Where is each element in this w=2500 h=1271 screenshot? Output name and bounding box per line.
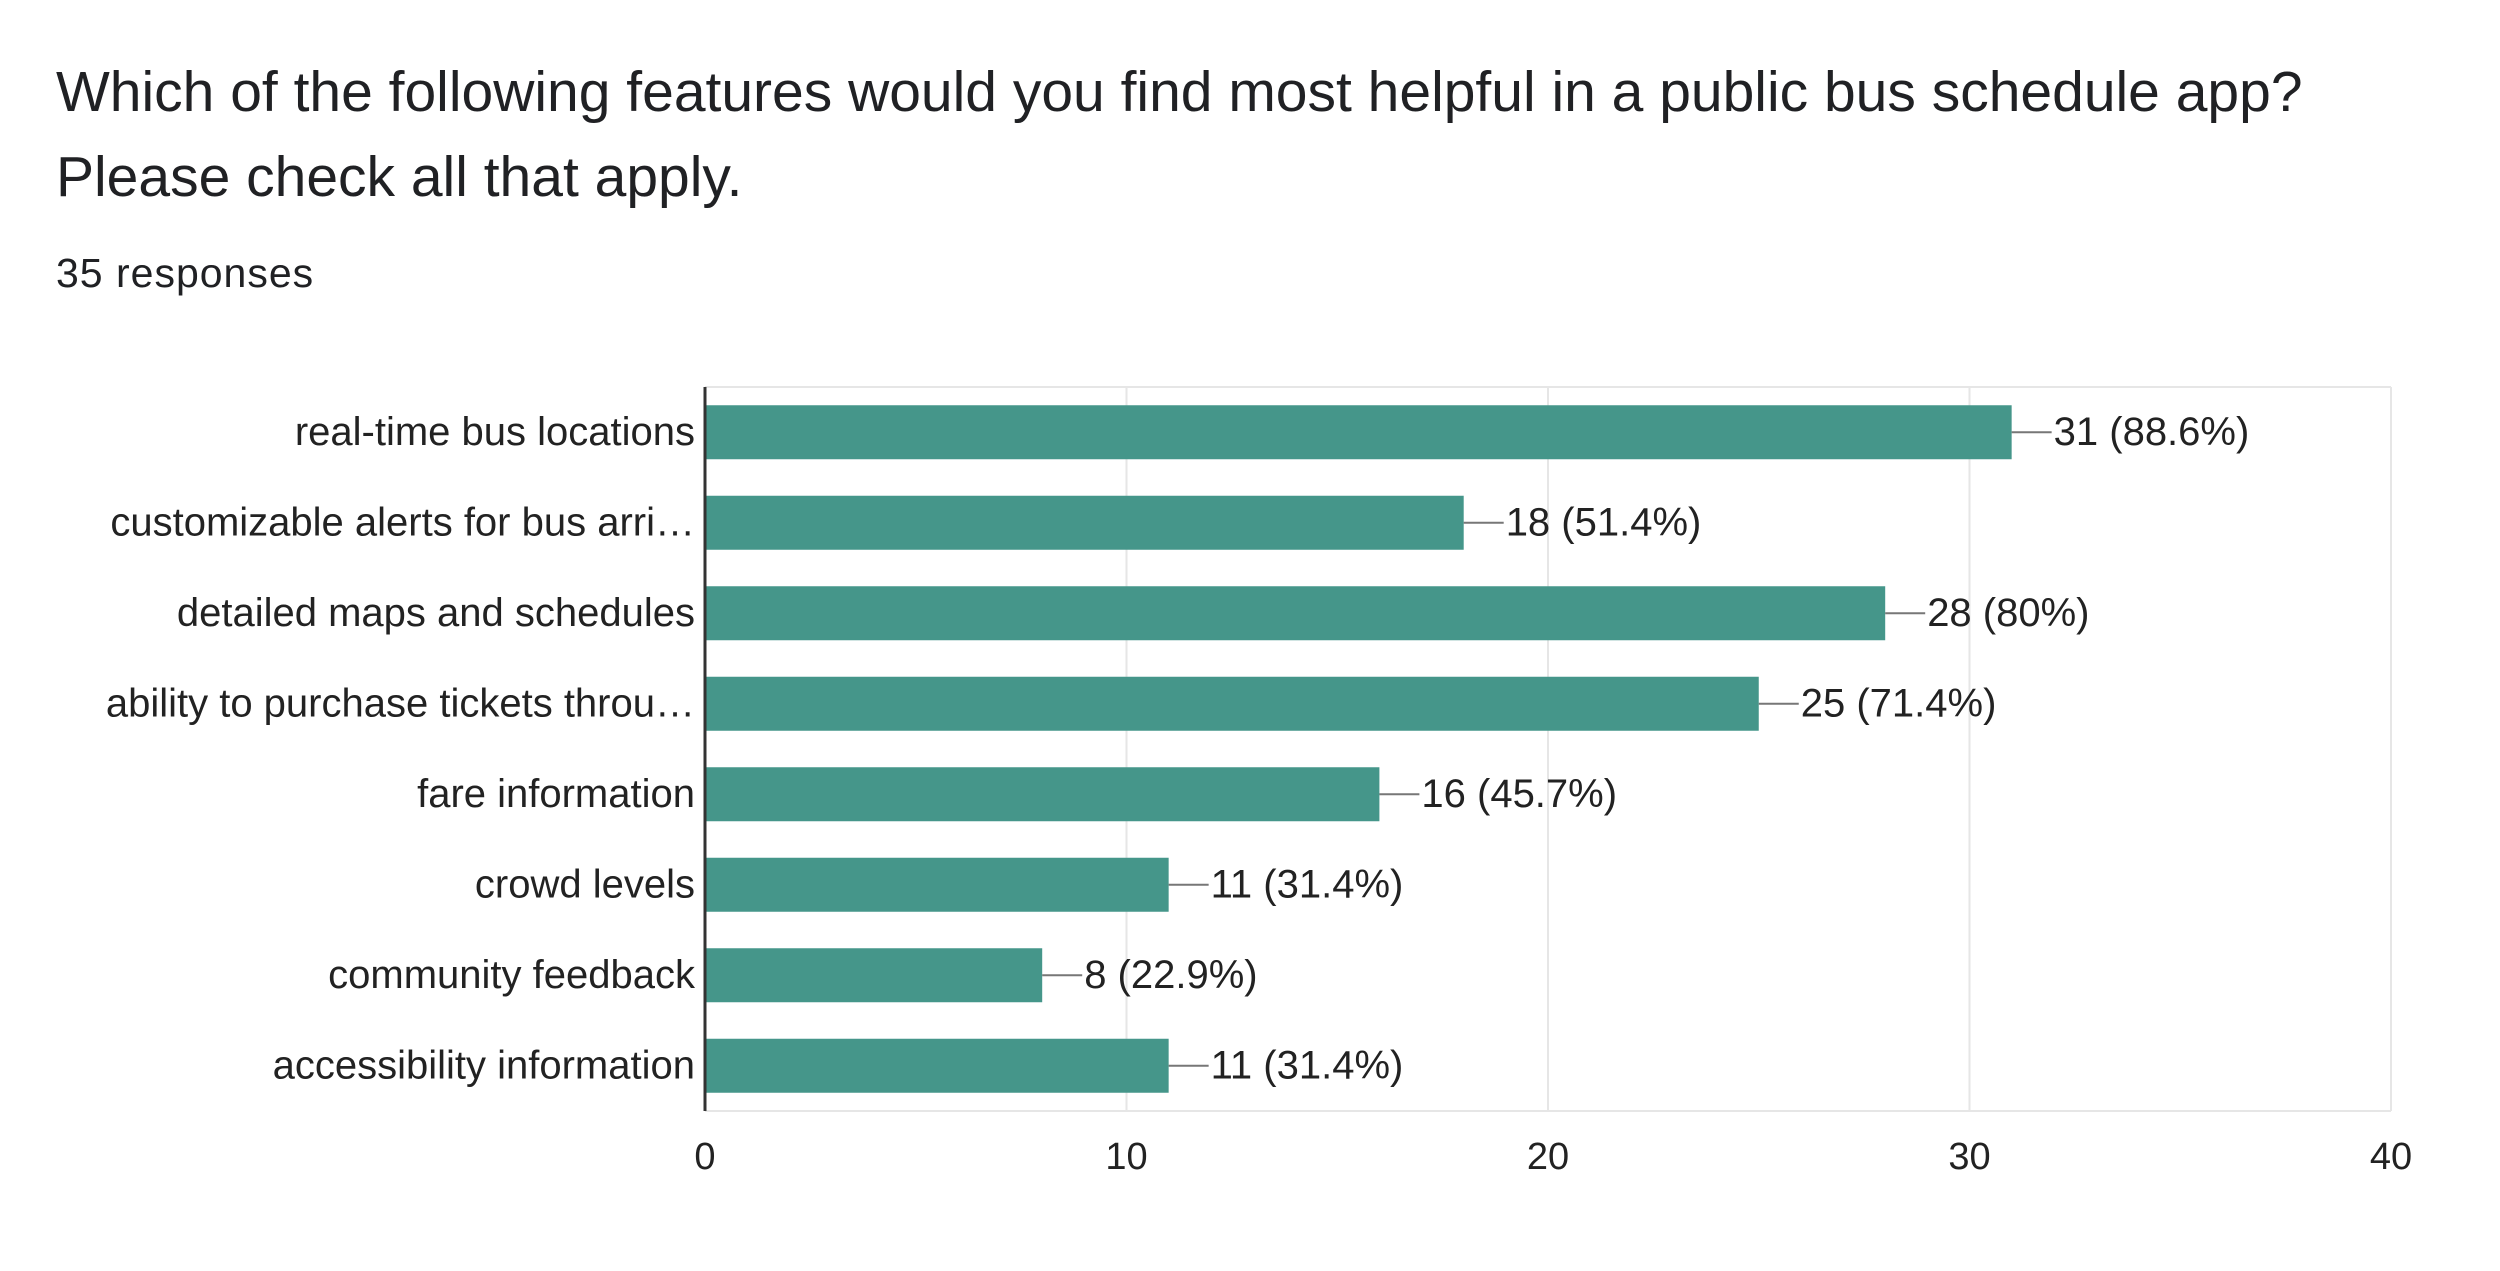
y-tick-label: accessibility information: [273, 1043, 695, 1087]
chart-subtitle: 35 responses: [56, 250, 315, 296]
bar: [705, 1038, 1169, 1093]
x-tick-label: 20: [1527, 1136, 1569, 1178]
chart-title: Which of the following features would yo…: [56, 60, 2303, 209]
x-tick-label: 40: [2370, 1136, 2412, 1178]
y-tick-label: real-time bus locations: [295, 410, 695, 454]
value-label: 11 (31.4%): [1211, 1043, 1404, 1087]
y-tick-label: crowd levels: [475, 862, 695, 906]
value-label: 25 (71.4%): [1801, 681, 1997, 725]
value-label: 16 (45.7%): [1421, 772, 1617, 816]
value-label: 28 (80%): [1927, 591, 2089, 635]
y-tick-label: fare information: [417, 772, 695, 816]
bar: [705, 948, 1043, 1003]
x-tick-label: 0: [694, 1136, 715, 1178]
bar: [705, 495, 1464, 550]
y-tick-label: detailed maps and schedules: [177, 591, 695, 635]
value-label: 31 (88.6%): [2054, 410, 2250, 454]
bar: [705, 857, 1169, 912]
x-tick-label: 10: [1105, 1136, 1147, 1178]
value-label: 11 (31.4%): [1211, 862, 1404, 906]
value-label: 18 (51.4%): [1506, 500, 1702, 544]
y-tick-label: community feedback: [328, 953, 696, 997]
bar: [705, 405, 2012, 460]
x-tick-label: 30: [1948, 1136, 1990, 1178]
bar: [705, 676, 1759, 731]
value-label: 8 (22.9%): [1084, 953, 1257, 997]
y-tick-label: ability to purchase tickets throu…: [106, 681, 695, 725]
y-tick-label: customizable alerts for bus arri…: [110, 500, 695, 544]
bar: [705, 767, 1380, 822]
bar: [705, 586, 1886, 641]
